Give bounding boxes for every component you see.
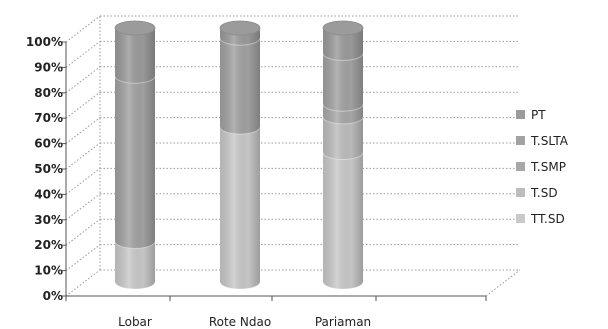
bar-shading <box>220 38 260 135</box>
bar-seam <box>114 281 156 290</box>
legend-label: T.SMP <box>530 160 566 174</box>
y-tick-label: 20% <box>34 238 63 252</box>
x-tick-label: Lobar <box>118 315 152 329</box>
bar-seam <box>219 126 261 135</box>
y-tick-label: 30% <box>34 213 63 227</box>
gridline-depth <box>65 168 101 195</box>
legend-swatch <box>516 188 525 197</box>
gridline-depth <box>65 244 101 271</box>
y-tick-label: 80% <box>34 86 63 100</box>
legend-swatch <box>516 136 525 145</box>
bar-stack <box>322 20 364 290</box>
legend-swatch <box>516 162 525 171</box>
bar-stack <box>114 20 156 290</box>
bar-shading <box>115 28 155 84</box>
bar-seam <box>322 152 364 160</box>
gridline-depth <box>65 142 101 170</box>
bar-shading <box>115 241 155 289</box>
y-tick-label: 90% <box>34 60 63 74</box>
legend-swatch <box>516 214 525 223</box>
bar-seam <box>322 53 364 61</box>
legend-label: TT.SD <box>530 212 565 226</box>
gridlines <box>65 15 521 297</box>
bar-seam <box>114 76 156 84</box>
bar-shading <box>323 53 363 112</box>
gridline-depth <box>65 193 101 221</box>
legend-item: T.SLTA <box>516 134 569 148</box>
y-tick-label: 60% <box>34 137 63 151</box>
bar-top-cap <box>219 20 261 36</box>
legend-item: T.SD <box>516 186 558 200</box>
gridline-depth <box>65 15 101 43</box>
y-tick-label: 40% <box>34 187 63 201</box>
gridline-depth <box>65 41 101 68</box>
bar-top-cap <box>322 20 364 36</box>
bar-shading <box>115 76 155 249</box>
bar-seam <box>322 116 364 125</box>
legend-label: T.SD <box>530 186 558 200</box>
bar-shading <box>323 152 363 289</box>
legend-label: PT <box>531 108 546 122</box>
legend: PT T.SLTA T.SMP T.SD TT.SD <box>516 108 569 226</box>
gridline-depth <box>65 66 101 94</box>
bar-shading <box>323 104 363 124</box>
bar-seam <box>322 104 364 112</box>
x-tick-label: Rote Ndao <box>209 315 271 329</box>
bar-shading <box>323 116 363 160</box>
bar-top-cap <box>114 20 156 36</box>
bar-seam <box>114 241 156 249</box>
gridline-depth <box>65 218 101 246</box>
y-tick-label: 50% <box>34 162 63 176</box>
gridline-depth <box>65 91 101 119</box>
bar-seam <box>219 281 261 290</box>
y-tick-label: 0% <box>43 289 63 303</box>
gridline-depth <box>65 269 101 297</box>
legend-item: PT <box>516 108 546 122</box>
bar-shading <box>220 127 260 289</box>
gridline-depth <box>65 117 101 144</box>
bar-seam <box>322 281 364 290</box>
bar-seam <box>219 38 261 46</box>
x-tick-label: Pariaman <box>315 315 371 329</box>
legend-item: TT.SD <box>516 212 565 226</box>
floor-edge <box>485 269 521 297</box>
axes: 0% 10% 20% 30% 40% 50% 60% 70% 80% 90% 100% Lobar Ro… <box>26 35 487 329</box>
y-tick-label: 70% <box>34 111 63 125</box>
bars <box>114 20 364 290</box>
bar-shading <box>220 28 260 46</box>
y-tick-label: 10% <box>34 264 63 278</box>
bar-stack <box>219 20 261 290</box>
bar-shading <box>323 28 363 61</box>
legend-item: T.SMP <box>516 160 566 174</box>
legend-swatch <box>516 110 525 119</box>
legend-label: T.SLTA <box>530 134 569 148</box>
y-tick-label: 100% <box>26 35 63 49</box>
